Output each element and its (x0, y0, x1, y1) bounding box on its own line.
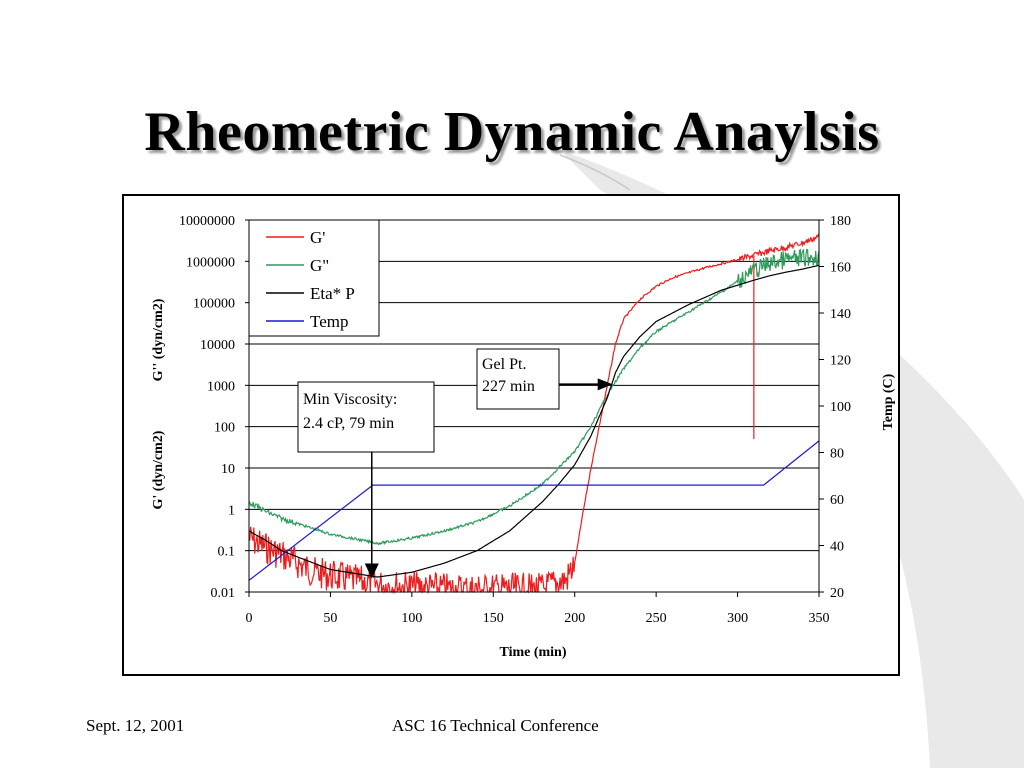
series-line (248, 264, 820, 578)
swoosh-line (559, 154, 631, 191)
y-left-tick-label: 10000000 (179, 214, 235, 229)
y-left-tick-label: 10 (221, 462, 235, 477)
annotation-minvisc-arrowhead (364, 563, 379, 579)
footer-conference: ASC 16 Technical Conference (392, 716, 599, 735)
y-right-tick-label: 160 (830, 261, 851, 276)
series-group (248, 233, 820, 595)
annotation-gel-line1: Gel Pt. (482, 356, 526, 373)
annotation-minvisc-line1: Min Viscosity: (303, 391, 397, 408)
axes: 0.010.1110100100010000100000100000010000… (179, 214, 851, 626)
y-left-tick-label: 100 (214, 421, 235, 436)
footer-date: Sept. 12, 2001 (86, 716, 185, 735)
annotation-box-min-viscosity (297, 381, 435, 453)
series-line (248, 233, 820, 595)
x-tick-label: 150 (483, 611, 504, 626)
legend-label: Temp (310, 312, 348, 331)
y-left-tick-label: 1 (228, 503, 235, 518)
y-axis-title-left-top: G'' (dyn/cm2) (151, 298, 166, 381)
annotation-minvisc-line2: 2.4 cP, 79 min (303, 415, 394, 432)
rheometric-chart: 0.010.1110100100010000100000100000010000… (151, 214, 896, 660)
y-left-tick-label: 1000 (207, 379, 235, 394)
y-axis-title-right: Temp (C) (881, 373, 896, 430)
x-tick-label: 300 (727, 611, 748, 626)
y-left-tick-label: 100000 (193, 297, 235, 312)
legend-label: G' (310, 228, 325, 247)
legend-box (248, 219, 380, 337)
annotation-gel-line2: 227 min (482, 378, 535, 395)
y-right-tick-label: 20 (830, 586, 844, 601)
y-right-tick-label: 60 (830, 493, 844, 508)
annotation-box-gel-point (476, 348, 560, 410)
y-right-tick-label: 40 (830, 540, 844, 555)
y-right-tick-label: 180 (830, 214, 851, 229)
x-tick-label: 200 (564, 611, 585, 626)
x-tick-label: 100 (401, 611, 422, 626)
legend-label: G" (310, 256, 329, 275)
x-tick-label: 350 (809, 611, 830, 626)
x-axis-title: Time (min) (499, 645, 566, 660)
slide-title: Rheometric Dynamic Anaylsis (144, 101, 880, 163)
x-tick-label: 50 (323, 611, 337, 626)
y-left-tick-label: 0.01 (211, 586, 236, 601)
y-left-tick-label: 10000 (200, 338, 235, 353)
x-tick-label: 250 (646, 611, 667, 626)
y-right-tick-label: 120 (830, 354, 851, 369)
series-line (248, 248, 820, 546)
y-right-tick-label: 80 (830, 447, 844, 462)
annotations: Gel Pt. 227 min Min Viscosity: 2.4 cP, 79 m… (297, 348, 613, 579)
legend-label: Eta* P (310, 284, 355, 303)
y-right-tick-label: 100 (830, 400, 851, 415)
x-tick-label: 0 (246, 611, 253, 626)
y-right-tick-label: 140 (830, 307, 851, 322)
legend: G' G" Eta* P Temp (248, 219, 380, 337)
y-left-tick-label: 0.1 (218, 545, 236, 560)
y-axis-title-left-bottom: G' (dyn/cm2) (151, 430, 166, 509)
annotation-gel-arrowhead (597, 378, 613, 391)
series-line (248, 440, 820, 581)
y-left-tick-label: 1000000 (186, 255, 235, 270)
